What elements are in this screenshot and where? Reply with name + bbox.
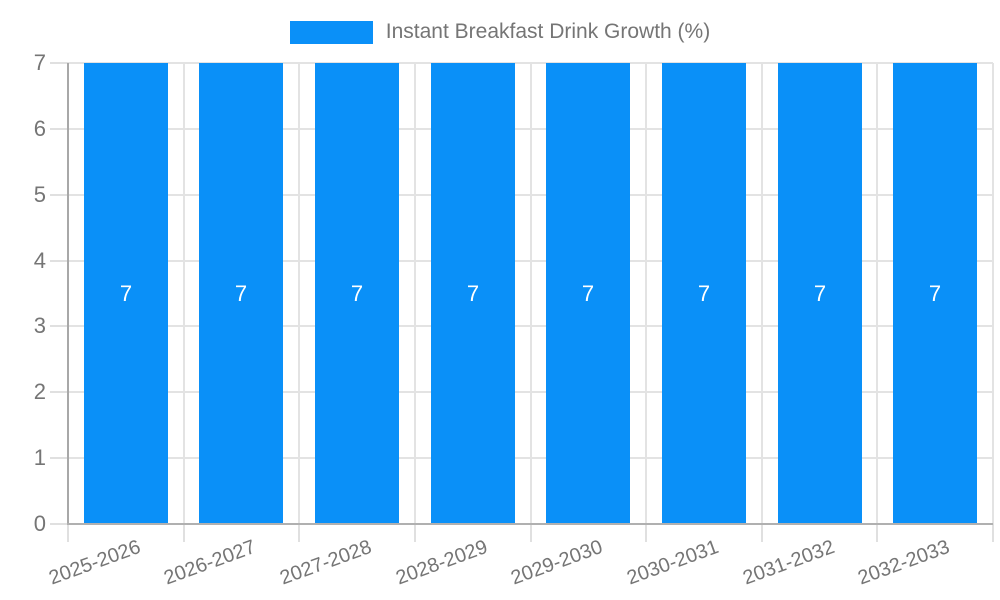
y-axis-tick-label: 2 bbox=[33, 379, 46, 404]
x-axis-tick-label: 2027-2028 bbox=[277, 536, 375, 590]
x-axis-tick-label: 2026-2027 bbox=[161, 536, 259, 590]
x-axis-line bbox=[67, 523, 993, 525]
bar-value-label: 7 bbox=[234, 280, 248, 306]
gridline-vertical bbox=[876, 63, 878, 524]
bar[interactable]: 7 bbox=[546, 63, 630, 524]
y-axis-tick-label: 7 bbox=[33, 50, 46, 75]
chart-legend: Instant Breakfast Drink Growth (%) bbox=[0, 20, 1000, 44]
y-axis-tick bbox=[50, 457, 68, 459]
bar-value-label: 7 bbox=[581, 280, 595, 306]
y-axis-tick bbox=[50, 325, 68, 327]
y-axis-tick-label: 3 bbox=[33, 313, 46, 338]
bar[interactable]: 7 bbox=[199, 63, 283, 524]
y-axis-tick bbox=[50, 260, 68, 262]
x-axis-tick bbox=[298, 524, 300, 542]
gridline-vertical bbox=[530, 63, 532, 524]
x-axis-tick-label: 2029-2030 bbox=[508, 536, 606, 590]
legend-label: Instant Breakfast Drink Growth (%) bbox=[385, 20, 711, 43]
gridline-vertical bbox=[414, 63, 416, 524]
gridline-vertical bbox=[183, 63, 185, 524]
bar-value-label: 7 bbox=[466, 280, 480, 306]
gridline-vertical bbox=[298, 63, 300, 524]
x-axis-tick-label: 2025-2026 bbox=[46, 536, 144, 590]
y-axis-tick-label: 0 bbox=[33, 511, 46, 536]
y-axis-tick-label: 1 bbox=[33, 445, 46, 470]
y-axis-tick bbox=[50, 62, 68, 64]
bar-value-label: 7 bbox=[928, 280, 942, 306]
bar[interactable]: 7 bbox=[84, 63, 168, 524]
y-axis-line bbox=[67, 63, 69, 524]
x-axis-tick bbox=[761, 524, 763, 542]
x-axis-tick bbox=[530, 524, 532, 542]
y-axis-tick-label: 4 bbox=[33, 248, 46, 273]
gridline-vertical bbox=[645, 63, 647, 524]
x-axis-tick bbox=[876, 524, 878, 542]
x-axis-tick bbox=[992, 524, 994, 542]
gridline-vertical bbox=[992, 63, 994, 524]
y-axis-tick bbox=[50, 194, 68, 196]
x-axis-tick bbox=[414, 524, 416, 542]
x-axis-tick-label: 2028-2029 bbox=[393, 536, 491, 590]
gridline-vertical bbox=[761, 63, 763, 524]
x-axis-tick bbox=[183, 524, 185, 542]
y-axis-tick bbox=[50, 391, 68, 393]
x-axis-tick bbox=[645, 524, 647, 542]
bar[interactable]: 7 bbox=[662, 63, 746, 524]
x-axis-tick-label: 2030-2031 bbox=[624, 536, 722, 590]
y-axis-tick-label: 5 bbox=[33, 182, 46, 207]
bar-value-label: 7 bbox=[350, 280, 364, 306]
y-axis-tick bbox=[50, 523, 68, 525]
legend-swatch bbox=[289, 20, 373, 44]
y-axis-tick bbox=[50, 128, 68, 130]
x-axis-tick-label: 2031-2032 bbox=[740, 536, 838, 590]
bar-value-label: 7 bbox=[697, 280, 711, 306]
y-axis-tick-label: 6 bbox=[33, 116, 46, 141]
x-axis-tick bbox=[67, 524, 69, 542]
bar[interactable]: 7 bbox=[315, 63, 399, 524]
x-axis-tick-label: 2032-2033 bbox=[855, 536, 953, 590]
bar[interactable]: 7 bbox=[893, 63, 977, 524]
bar[interactable]: 7 bbox=[778, 63, 862, 524]
bar-value-label: 7 bbox=[119, 280, 133, 306]
bar-value-label: 7 bbox=[813, 280, 827, 306]
bar[interactable]: 7 bbox=[431, 63, 515, 524]
